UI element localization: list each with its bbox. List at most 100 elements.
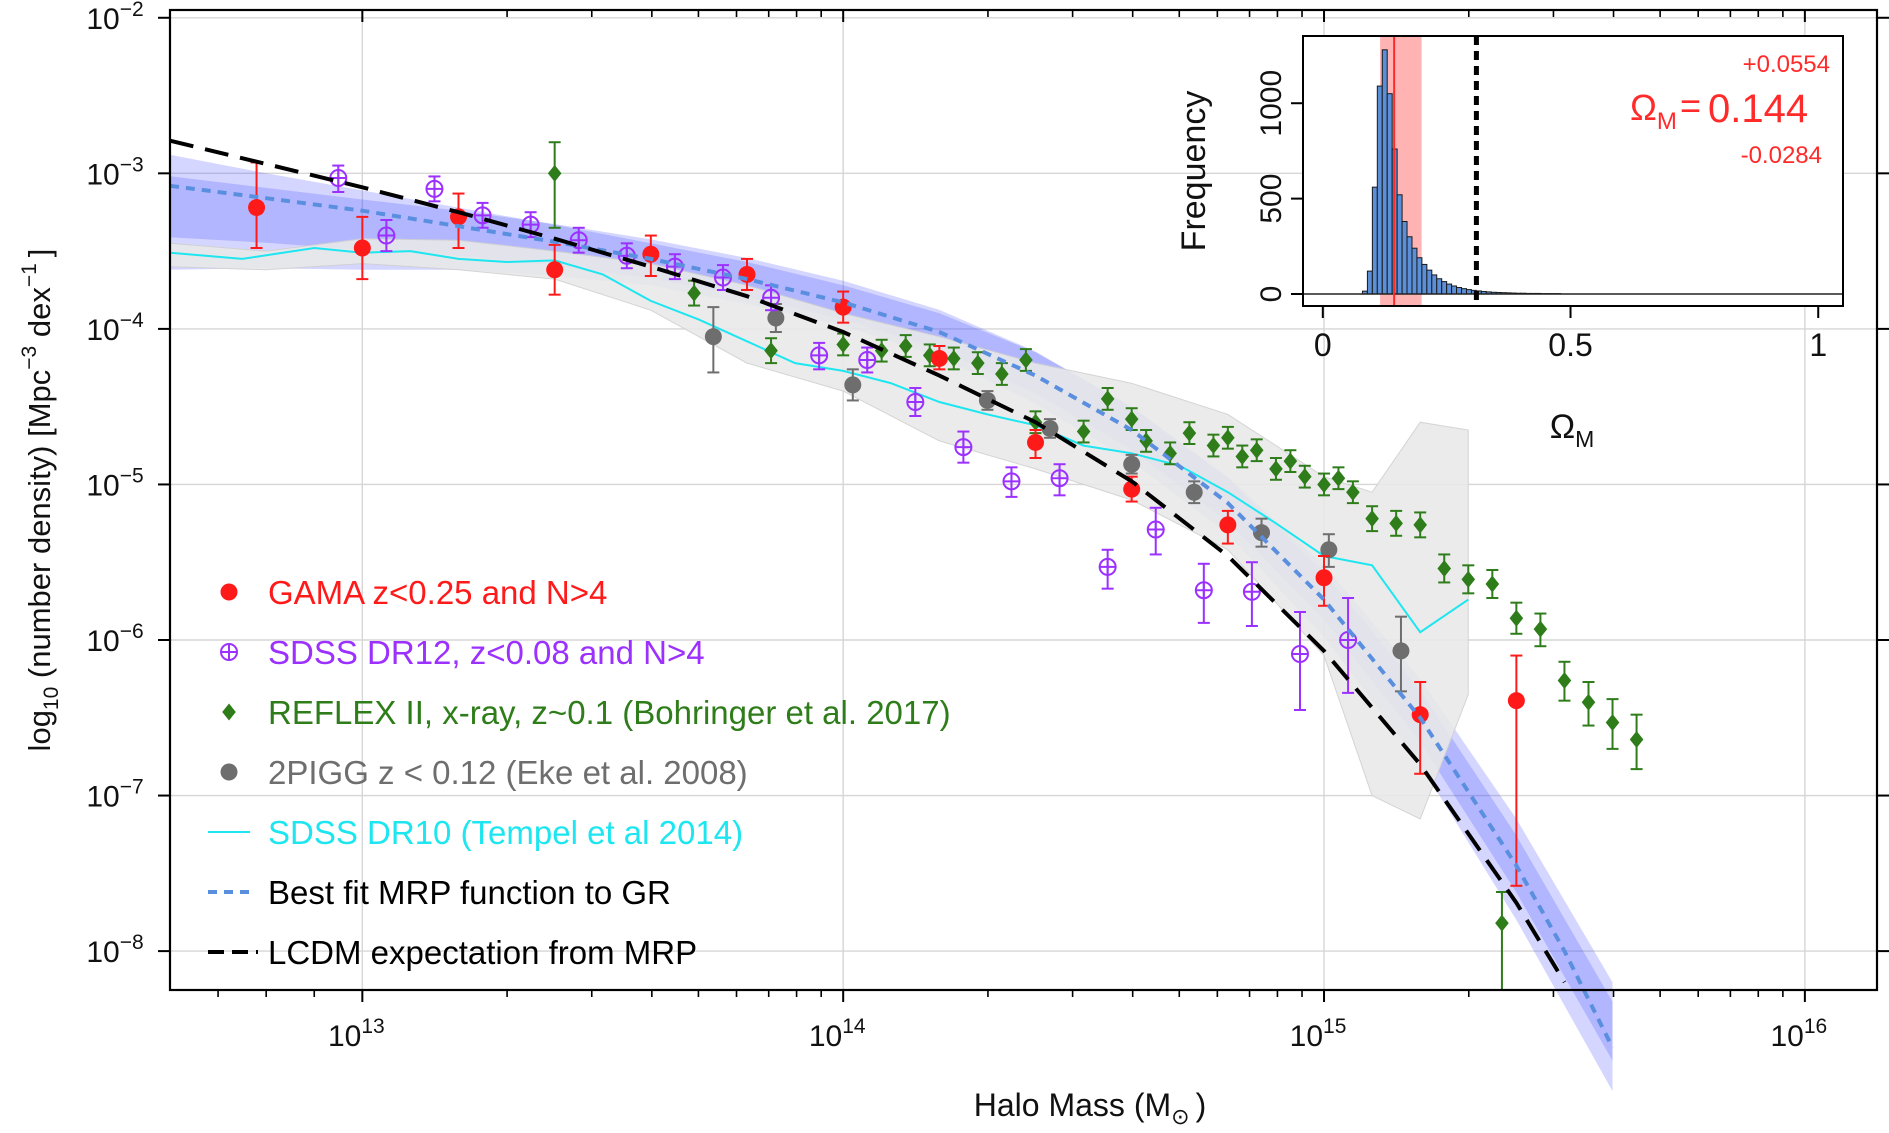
x-tick-label: 1014 bbox=[809, 1015, 866, 1053]
legend-swatch bbox=[222, 703, 236, 721]
legend-item-sdss: SDSS DR12, z<0.08 and N>4 bbox=[220, 634, 705, 671]
y-axis-title-d: ] bbox=[22, 249, 57, 258]
reflex-data-point bbox=[836, 335, 850, 353]
reflex-data-point bbox=[1317, 475, 1331, 493]
y-tick-label: 10−6 bbox=[86, 620, 143, 658]
histogram-bar bbox=[1441, 281, 1448, 295]
reflex-data-point bbox=[1495, 914, 1509, 932]
omega-m-label: ΩM bbox=[1630, 87, 1677, 135]
legend-item-dr10: SDSS DR10 (Tempel et al 2014) bbox=[208, 814, 743, 851]
reflex-data-point bbox=[1297, 468, 1312, 486]
inset-axes: 0 0.5 1 0 500 1000 bbox=[1255, 70, 1827, 363]
reflex-data-point bbox=[1206, 437, 1221, 455]
x-tick-base: 10 bbox=[809, 1020, 842, 1053]
reflex-data-point bbox=[1221, 429, 1235, 447]
histogram-bar bbox=[1456, 287, 1463, 295]
best-fit-mrp-line bbox=[169, 183, 1615, 1049]
reflex-data-point bbox=[1629, 731, 1644, 749]
y-tick-exp: −2 bbox=[120, 0, 144, 21]
histogram-bar bbox=[1416, 257, 1423, 295]
sdss-dr10-uncertainty-band bbox=[169, 238, 1469, 820]
sdss-data-point bbox=[473, 206, 492, 225]
y-tick-label: 10−7 bbox=[86, 776, 143, 814]
inset-frame bbox=[1302, 35, 1844, 307]
x-axis-title-sub: ⊙ bbox=[1171, 1104, 1189, 1129]
sdss-data-point bbox=[569, 231, 588, 250]
reflex-data-point bbox=[1283, 452, 1298, 470]
x-tick-exp: 13 bbox=[361, 1015, 384, 1038]
inset-lines bbox=[1303, 36, 1843, 306]
main-lines bbox=[169, 246, 1469, 634]
histogram-bar bbox=[1461, 288, 1467, 295]
reflex-data-point bbox=[547, 164, 562, 182]
gama-data-point bbox=[353, 239, 371, 257]
histogram-bar bbox=[1396, 194, 1403, 295]
inset-y-tick-label: 0 bbox=[1255, 286, 1288, 303]
reflex-data-point bbox=[1365, 510, 1379, 528]
reflex-data-point bbox=[1269, 460, 1283, 478]
legend-item-gama: GAMA z<0.25 and N>4 bbox=[220, 574, 607, 611]
sdss-data-point bbox=[1002, 472, 1021, 491]
histogram-bar bbox=[1411, 247, 1418, 295]
gama-data-point bbox=[1219, 516, 1237, 534]
legend-label: GAMA z<0.25 and N>4 bbox=[268, 574, 607, 611]
reflex-data-point bbox=[1557, 671, 1572, 689]
y-axis-title-sup1: −3 bbox=[18, 346, 41, 370]
y-tick-label: 10−4 bbox=[86, 309, 144, 347]
omega-m-minus-error: -0.0284 bbox=[1741, 142, 1822, 169]
pigg-data-point bbox=[1320, 541, 1338, 559]
reflex-data-point bbox=[1019, 351, 1033, 369]
reflex-data-point bbox=[1485, 575, 1500, 593]
sdss-data-point bbox=[713, 268, 732, 287]
y-axis-title-c: dex bbox=[22, 287, 57, 346]
y-tick-label: 10−3 bbox=[86, 153, 143, 191]
histogram-bar bbox=[1386, 93, 1393, 295]
histogram-bar bbox=[1406, 236, 1413, 295]
reflex-data-point bbox=[1235, 447, 1250, 465]
main-plot-frame bbox=[168, 8, 1879, 992]
legend-label: Best fit MRP function to GR bbox=[268, 874, 671, 911]
sdss-data-point bbox=[906, 393, 925, 411]
reflex-data-point bbox=[995, 365, 1009, 383]
main-axes: 1013 1014 1015 101610−210−310−410−510−610−7… bbox=[86, 0, 1889, 1053]
reflex-data-point bbox=[1346, 483, 1360, 501]
omega-m-equals: = bbox=[1680, 85, 1701, 126]
gama-data-point bbox=[930, 349, 948, 367]
y-tick-exp: −4 bbox=[120, 309, 144, 332]
y-tick-label: 10−8 bbox=[86, 931, 143, 969]
sdss-data-point bbox=[810, 346, 829, 365]
reflex-data-point bbox=[1182, 424, 1197, 442]
x-axis-title: Halo Mass (M⊙) bbox=[974, 1087, 1206, 1129]
histogram-bar bbox=[1451, 285, 1458, 295]
x-axis-title-text: Halo Mass (M bbox=[974, 1087, 1171, 1123]
legend-swatch bbox=[220, 583, 238, 601]
pigg-data-point bbox=[767, 309, 785, 327]
reflex-data-point bbox=[764, 342, 778, 360]
inset-x-axis-title-sub: M bbox=[1575, 426, 1594, 452]
legend: GAMA z<0.25 and N>4 SDSS DR12, z<0.08 and… bbox=[208, 574, 951, 971]
x-tick-label: 1013 bbox=[328, 1015, 385, 1053]
omega-m-sub: M bbox=[1657, 108, 1677, 135]
pigg-data-point bbox=[1392, 642, 1410, 660]
inset-x-tick-label: 1 bbox=[1809, 327, 1827, 363]
sdss-data-point bbox=[1098, 557, 1117, 576]
reflex-data-point bbox=[1533, 620, 1548, 638]
gama-data-point bbox=[1027, 433, 1045, 451]
histogram-bar bbox=[1376, 85, 1383, 295]
omega-m-annotation: ΩM = 0.144 +0.0554 -0.0284 bbox=[1630, 51, 1830, 169]
reflex-data-point bbox=[971, 354, 985, 372]
legend-label: SDSS DR10 (Tempel et al 2014) bbox=[268, 814, 743, 851]
inset-y-tick-label: 1000 bbox=[1255, 70, 1288, 137]
svg-text:log10 (number density) [Mpc−3: log10 (number density) [Mpc−3 dex−1] bbox=[18, 249, 63, 752]
legend-swatch bbox=[220, 643, 238, 661]
reflex-data-point bbox=[1331, 469, 1346, 487]
inset-x-axis-title-symbol: Ω bbox=[1550, 408, 1575, 446]
reflex-data-point bbox=[946, 349, 961, 367]
y-axis-title-sub: 10 bbox=[40, 687, 63, 710]
pigg-data-point bbox=[704, 328, 722, 346]
legend-label: SDSS DR12, z<0.08 and N>4 bbox=[268, 634, 705, 671]
histogram-bar bbox=[1446, 283, 1453, 295]
y-axis-title: log10 (number density) [Mpc−3 dex−1] bbox=[18, 249, 63, 752]
